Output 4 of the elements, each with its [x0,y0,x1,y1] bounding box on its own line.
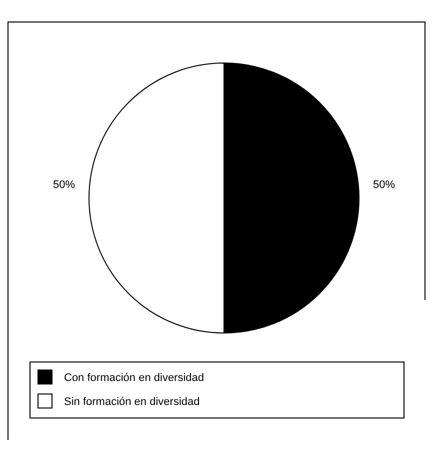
data-label: 50% [52,178,76,191]
legend-label: Sin formación en diversidad [64,396,200,408]
legend-label: Con formación en diversidad [64,372,204,384]
data-label: 50% [373,178,396,191]
